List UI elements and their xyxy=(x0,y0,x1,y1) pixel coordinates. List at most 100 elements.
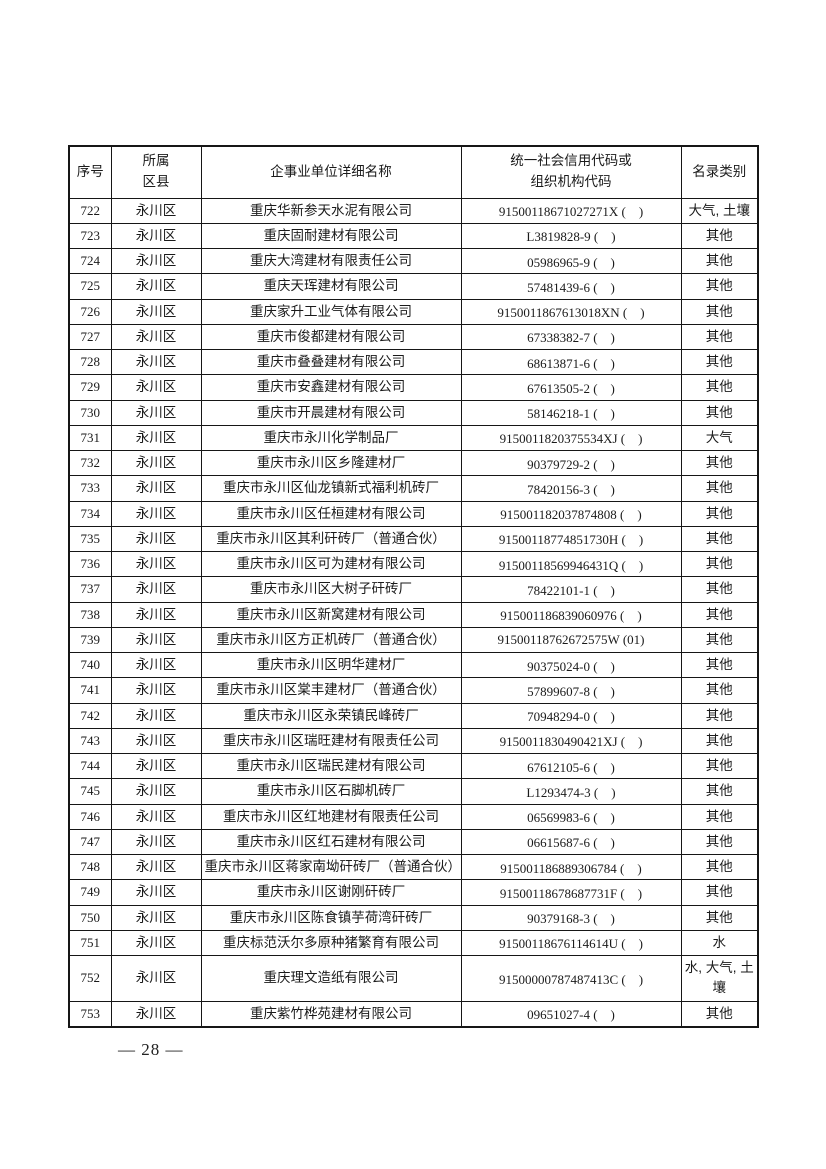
serial-number-cell: 752 xyxy=(68,955,112,1002)
serial-number-cell: 743 xyxy=(68,727,112,755)
category-cell: 其他 xyxy=(680,298,759,325)
enterprise-name-cell: 重庆市开晨建材有限公司 xyxy=(200,399,462,426)
district-cell: 永川区 xyxy=(110,702,202,729)
enterprise-name-cell: 重庆标范沃尔多原种猪繁育有限公司 xyxy=(200,929,462,957)
serial-number-cell: 726 xyxy=(68,298,112,325)
serial-number-cell: 749 xyxy=(68,879,112,906)
serial-number-cell: 737 xyxy=(68,576,112,603)
credit-code-cell: 90375024-0 ( ) xyxy=(460,651,682,679)
table-row: 735 永川区 重庆市永川区其利矸砖厂（普通合伙） 91500118774851… xyxy=(68,525,759,553)
credit-code-cell: 78420156-3 ( ) xyxy=(460,475,682,502)
credit-code-cell: 915001186839060976 ( ) xyxy=(460,601,682,628)
serial-number-cell: 742 xyxy=(68,702,112,729)
credit-code-cell: 9150011867613018XN ( ) xyxy=(460,298,682,325)
enterprise-name-cell: 重庆市安鑫建材有限公司 xyxy=(200,374,462,401)
district-cell: 永川区 xyxy=(110,626,202,654)
header-enterprise-name: 企事业单位详细名称 xyxy=(200,145,462,199)
serial-number-cell: 729 xyxy=(68,374,112,401)
table-row: 730 永川区 重庆市开晨建材有限公司 58146218-1 ( ) 其他 xyxy=(68,399,759,426)
table-row: 729 永川区 重庆市安鑫建材有限公司 67613505-2 ( ) 其他 xyxy=(68,374,759,401)
enterprise-name-cell: 重庆市永川区棠丰建材厂（普通合伙） xyxy=(200,677,462,704)
table-row: 747 永川区 重庆市永川区红石建材有限公司 06615687-6 ( ) 其他 xyxy=(68,828,759,856)
table-row: 724 永川区 重庆大湾建材有限责任公司 05986965-9 ( ) 其他 xyxy=(68,247,759,275)
category-cell: 其他 xyxy=(680,677,759,704)
table-row: 744 永川区 重庆市永川区瑞民建材有限公司 67612105-6 ( ) 其他 xyxy=(68,752,759,780)
category-cell: 其他 xyxy=(680,727,759,755)
table-row: 742 永川区 重庆市永川区永荣镇民峰砖厂 70948294-0 ( ) 其他 xyxy=(68,702,759,729)
enterprise-name-cell: 重庆市永川区红地建材有限责任公司 xyxy=(200,803,462,830)
header-district: 所属 区县 xyxy=(110,145,202,199)
district-cell: 永川区 xyxy=(110,449,202,477)
category-cell: 其他 xyxy=(680,500,759,527)
district-cell: 永川区 xyxy=(110,424,202,452)
enterprise-name-cell: 重庆市永川区瑞旺建材有限责任公司 xyxy=(200,727,462,755)
category-cell: 大气, 土壤 xyxy=(680,197,759,224)
table-row: 722 永川区 重庆华新参天水泥有限公司 91500118671027271X … xyxy=(68,197,759,224)
credit-code-cell: 91500118671027271X ( ) xyxy=(460,197,682,224)
credit-code-cell: 06569983-6 ( ) xyxy=(460,803,682,830)
table-row: 751 永川区 重庆标范沃尔多原种猪繁育有限公司 915001186761146… xyxy=(68,929,759,957)
table-row: 725 永川区 重庆天珲建材有限公司 57481439-6 ( ) 其他 xyxy=(68,273,759,300)
credit-code-cell: 91500000787487413C ( ) xyxy=(460,955,682,1002)
credit-code-cell: L1293474-3 ( ) xyxy=(460,778,682,805)
category-cell: 其他 xyxy=(680,778,759,805)
category-cell: 其他 xyxy=(680,752,759,780)
category-cell: 其他 xyxy=(680,651,759,679)
table-row: 727 永川区 重庆市俊都建材有限公司 67338382-7 ( ) 其他 xyxy=(68,323,759,351)
table-row: 736 永川区 重庆市永川区可为建材有限公司 91500118569946431… xyxy=(68,550,759,578)
category-cell: 其他 xyxy=(680,399,759,426)
enterprise-name-cell: 重庆市永川区红石建材有限公司 xyxy=(200,828,462,856)
header-category: 名录类别 xyxy=(680,145,759,199)
serial-number-cell: 741 xyxy=(68,677,112,704)
table-row: 741 永川区 重庆市永川区棠丰建材厂（普通合伙） 57899607-8 ( )… xyxy=(68,677,759,704)
district-cell: 永川区 xyxy=(110,727,202,755)
table-row: 752 永川区 重庆理文造纸有限公司 91500000787487413C ( … xyxy=(68,955,759,1002)
district-cell: 永川区 xyxy=(110,197,202,224)
enterprise-name-cell: 重庆市永川区新窝建材有限公司 xyxy=(200,601,462,628)
serial-number-cell: 753 xyxy=(68,1000,112,1028)
category-cell: 其他 xyxy=(680,879,759,906)
district-cell: 永川区 xyxy=(110,475,202,502)
serial-number-cell: 738 xyxy=(68,601,112,628)
serial-number-cell: 730 xyxy=(68,399,112,426)
credit-code-cell: 09651027-4 ( ) xyxy=(460,1000,682,1028)
credit-code-cell: 91500118762672575W (01) xyxy=(460,626,682,654)
district-cell: 永川区 xyxy=(110,651,202,679)
table-row: 748 永川区 重庆市永川区蒋家南坳矸砖厂（普通合伙） 915001186889… xyxy=(68,853,759,881)
table-row: 739 永川区 重庆市永川区方正机砖厂（普通合伙） 91500118762672… xyxy=(68,626,759,654)
serial-number-cell: 725 xyxy=(68,273,112,300)
serial-number-cell: 744 xyxy=(68,752,112,780)
district-cell: 永川区 xyxy=(110,550,202,578)
enterprise-name-cell: 重庆市永川区石脚机砖厂 xyxy=(200,778,462,805)
serial-number-cell: 732 xyxy=(68,449,112,477)
credit-code-cell: 67612105-6 ( ) xyxy=(460,752,682,780)
credit-code-cell: 78422101-1 ( ) xyxy=(460,576,682,603)
credit-code-cell: 58146218-1 ( ) xyxy=(460,399,682,426)
credit-code-cell: 9150011820375534XJ ( ) xyxy=(460,424,682,452)
enterprise-name-cell: 重庆市永川区其利矸砖厂（普通合伙） xyxy=(200,525,462,553)
district-cell: 永川区 xyxy=(110,525,202,553)
credit-code-cell: 9150011830490421XJ ( ) xyxy=(460,727,682,755)
district-cell: 永川区 xyxy=(110,601,202,628)
credit-code-cell: 91500118676114614U ( ) xyxy=(460,929,682,957)
serial-number-cell: 727 xyxy=(68,323,112,351)
table-row: 738 永川区 重庆市永川区新窝建材有限公司 91500118683906097… xyxy=(68,601,759,628)
serial-number-cell: 746 xyxy=(68,803,112,830)
table-row: 733 永川区 重庆市永川区仙龙镇新式福利机砖厂 78420156-3 ( ) … xyxy=(68,475,759,502)
table-row: 734 永川区 重庆市永川区任桓建材有限公司 91500118203787480… xyxy=(68,500,759,527)
credit-code-cell: 05986965-9 ( ) xyxy=(460,247,682,275)
credit-code-cell: 06615687-6 ( ) xyxy=(460,828,682,856)
category-cell: 其他 xyxy=(680,273,759,300)
serial-number-cell: 750 xyxy=(68,904,112,931)
enterprise-name-cell: 重庆华新参天水泥有限公司 xyxy=(200,197,462,224)
category-cell: 其他 xyxy=(680,550,759,578)
category-cell: 其他 xyxy=(680,374,759,401)
enterprise-name-cell: 重庆市永川区陈食镇芋荷湾矸砖厂 xyxy=(200,904,462,931)
category-cell: 其他 xyxy=(680,576,759,603)
serial-number-cell: 747 xyxy=(68,828,112,856)
enterprise-name-cell: 重庆市永川区蒋家南坳矸砖厂（普通合伙） xyxy=(200,853,462,881)
category-cell: 其他 xyxy=(680,323,759,351)
serial-number-cell: 731 xyxy=(68,424,112,452)
district-cell: 永川区 xyxy=(110,929,202,957)
serial-number-cell: 733 xyxy=(68,475,112,502)
